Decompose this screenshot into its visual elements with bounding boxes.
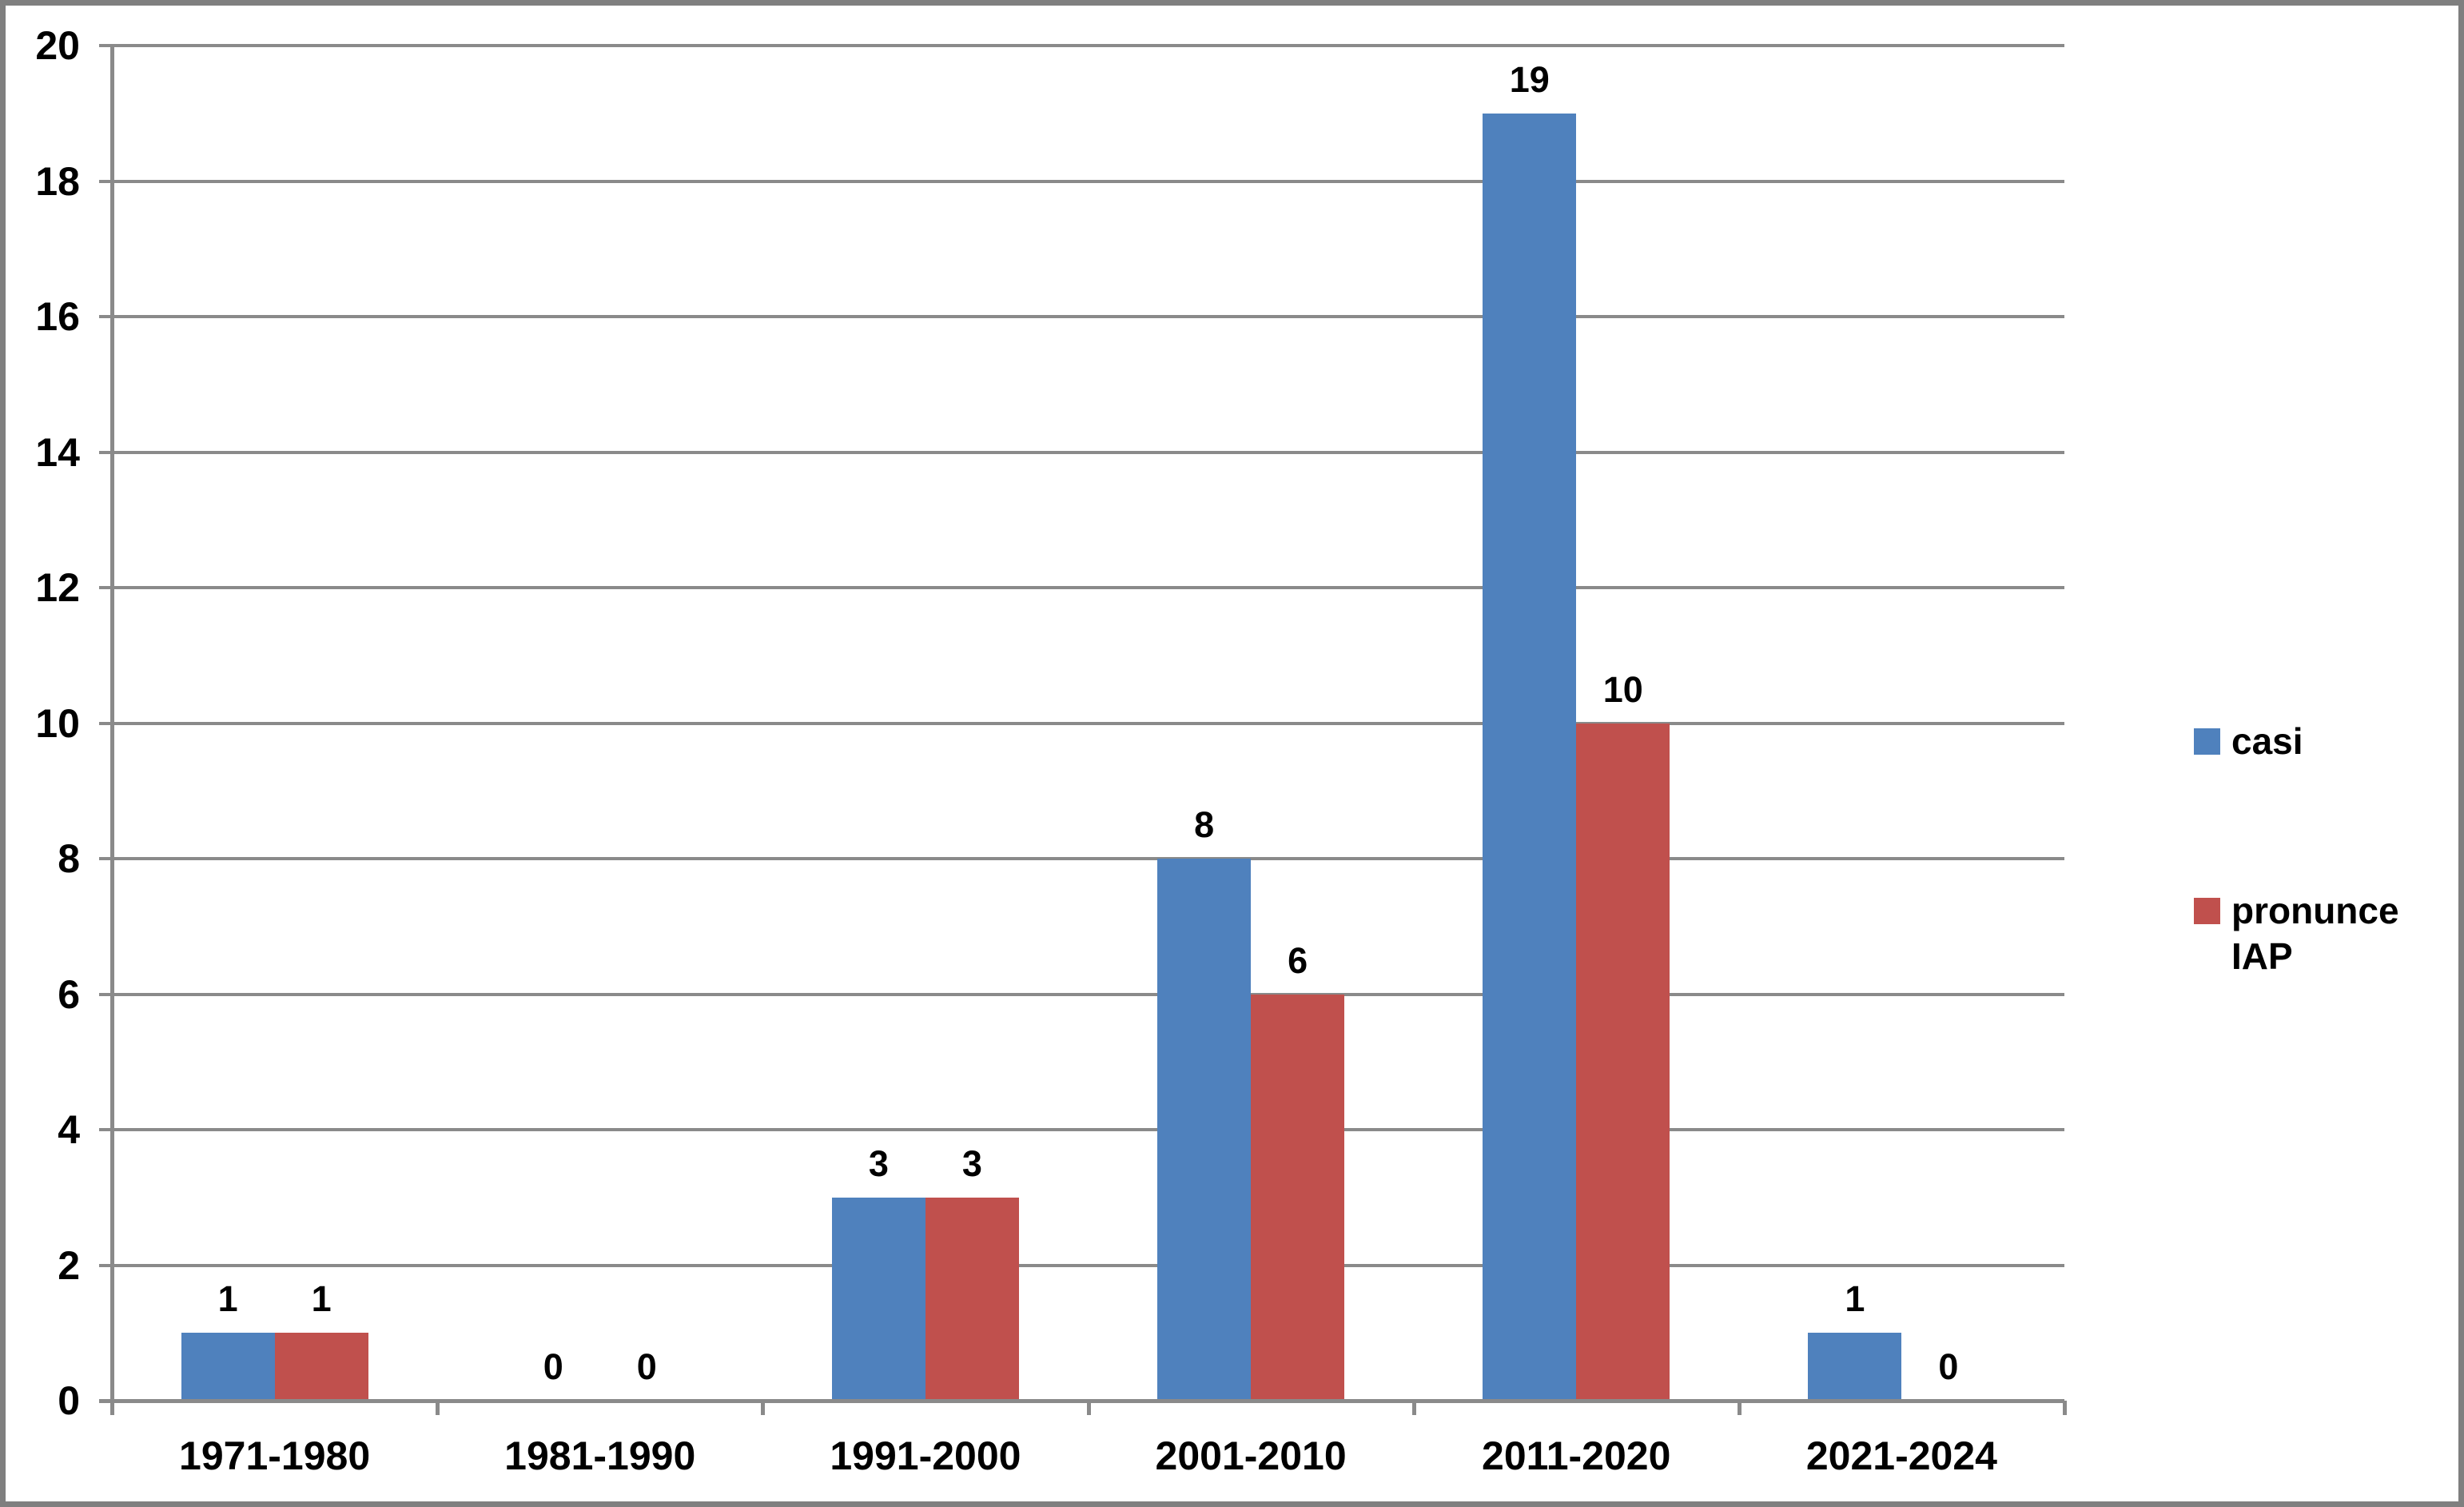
x-axis-label-1991-2000: 1991-2000 (830, 1433, 1021, 1478)
x-axis-label-1971-1980: 1971-1980 (179, 1433, 371, 1478)
legend-swatch-pronunce-iap-icon (2194, 898, 2220, 924)
bar-label-casi-2021-2024: 1 (1845, 1278, 1865, 1320)
x-axis-tick-3 (1086, 1401, 1091, 1415)
x-axis-tick-5 (1737, 1401, 1742, 1415)
legend-item-pronunce-iap: pronunce IAP (2194, 888, 2435, 979)
bar-casi-2011-2020 (1483, 113, 1577, 1401)
y-axis-label-16: 16 (35, 294, 80, 339)
gridline-6 (99, 992, 2064, 996)
gridline-8 (99, 857, 2064, 860)
gridline-2 (99, 1263, 2064, 1267)
gridline-10 (99, 721, 2064, 725)
bar-label-pronunce-iap-2011-2020: 10 (1602, 668, 1643, 710)
bar-label-pronunce-iap-1981-1990: 0 (636, 1346, 657, 1387)
x-axis-tick-2 (761, 1401, 766, 1415)
y-axis-label-0: 0 (58, 1378, 80, 1423)
bar-pronunce-iap-2001-2010 (1251, 994, 1345, 1401)
y-axis-label-20: 20 (35, 23, 80, 68)
bar-pronunce-iap-2011-2020 (1576, 723, 1670, 1401)
bar-label-casi-2011-2020: 19 (1509, 58, 1550, 100)
y-axis-label-6: 6 (58, 971, 80, 1017)
x-axis-tick-4 (1411, 1401, 1416, 1415)
bar-label-casi-1981-1990: 0 (543, 1346, 563, 1387)
bar-label-pronunce-iap-2001-2010: 6 (1288, 939, 1308, 981)
legend-label-pronunce-iap: pronunce IAP (2231, 890, 2399, 977)
bar-label-pronunce-iap-1971-1980: 1 (311, 1278, 332, 1320)
bar-label-pronunce-iap-1991-2000: 3 (961, 1142, 982, 1184)
legend-item-casi: casi (2194, 719, 2435, 764)
bar-label-casi-2001-2010: 8 (1194, 804, 1215, 845)
bar-label-casi-1971-1980: 1 (217, 1278, 238, 1320)
y-axis-label-4: 4 (58, 1107, 80, 1152)
gridline-14 (99, 450, 2064, 454)
gridline-20 (99, 44, 2064, 47)
y-axis-label-12: 12 (35, 565, 80, 610)
bar-pronunce-iap-1971-1980 (274, 1333, 368, 1401)
bar-casi-1971-1980 (181, 1333, 275, 1401)
y-axis-line (110, 46, 114, 1415)
bar-casi-2001-2010 (1157, 859, 1252, 1401)
gridline-18 (99, 179, 2064, 183)
y-axis-label-8: 8 (58, 836, 80, 881)
bar-casi-1991-2000 (831, 1197, 925, 1401)
x-axis-label-2001-2010: 2001-2010 (1155, 1433, 1347, 1478)
bar-casi-2021-2024 (1808, 1333, 1902, 1401)
gridline-16 (99, 315, 2064, 318)
legend-label-casi: casi (2231, 720, 2303, 762)
x-axis-label-2011-2020: 2011-2020 (1482, 1433, 1671, 1478)
y-axis-label-18: 18 (35, 158, 80, 204)
x-axis-tick-6 (2063, 1401, 2067, 1415)
x-axis-label-2021-2024: 2021-2024 (1805, 1433, 1997, 1478)
gridline-12 (99, 586, 2064, 589)
x-axis-tick-1 (436, 1401, 440, 1415)
bar-label-pronunce-iap-2021-2024: 0 (1938, 1346, 1959, 1387)
x-axis-label-1981-1990: 1981-1990 (504, 1433, 696, 1478)
y-axis-label-2: 2 (58, 1242, 80, 1288)
x-axis-line (99, 1399, 2064, 1403)
bar-pronunce-iap-1991-2000 (925, 1197, 1019, 1401)
legend-swatch-casi-icon (2194, 728, 2220, 755)
bar-label-casi-1991-2000: 3 (868, 1142, 889, 1184)
y-axis-label-14: 14 (35, 429, 80, 475)
gridline-4 (99, 1128, 2064, 1131)
y-axis-label-10: 10 (35, 700, 80, 746)
